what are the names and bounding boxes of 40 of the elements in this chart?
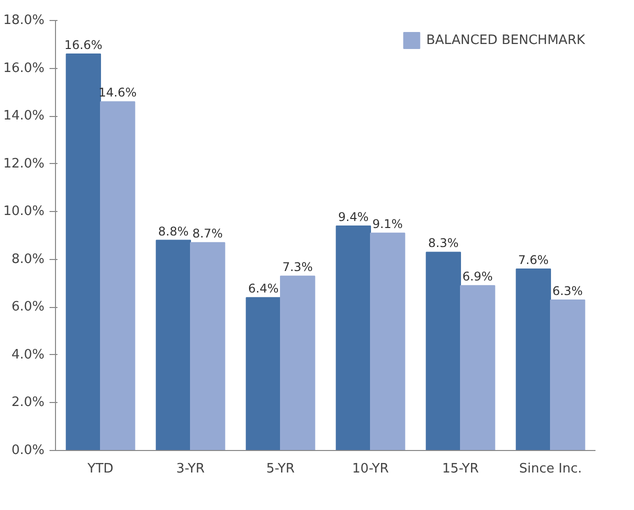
bar: [280, 276, 316, 450]
y-tick-label: 8.0%: [11, 252, 45, 267]
y-tick-label: 14.0%: [3, 108, 45, 124]
bar: [550, 300, 586, 450]
bar: [246, 297, 281, 450]
y-tick-label: 12.0%: [3, 156, 45, 172]
data-label: 6.4%: [248, 282, 279, 296]
x-tick-label: 5-YR: [266, 462, 295, 476]
bar: [156, 240, 191, 450]
bar: [370, 232, 406, 450]
y-tick-label: 18.0%: [3, 13, 45, 28]
bar: [100, 101, 136, 450]
x-tick-label: Since Inc.: [519, 462, 582, 476]
data-label: 16.6%: [64, 38, 102, 52]
x-tick-label: 10-YR: [352, 462, 389, 476]
bar: [336, 225, 371, 450]
y-tick-label: 0.0%: [11, 443, 45, 458]
data-label: 9.1%: [372, 217, 403, 232]
bar: [460, 285, 496, 450]
data-label: 8.3%: [428, 236, 459, 250]
y-tick-label: 6.0%: [11, 300, 45, 315]
y-tick-label: 2.0%: [11, 395, 45, 410]
bar: [516, 268, 551, 450]
data-label: 7.6%: [518, 252, 549, 267]
x-tick-label: 3-YR: [176, 462, 205, 476]
data-label: 8.7%: [192, 226, 223, 241]
x-tick-label: YTD: [86, 462, 114, 476]
legend-label: BALANCED BENCHMARK: [426, 32, 585, 48]
data-label: 7.3%: [282, 260, 313, 274]
data-label: 9.4%: [338, 210, 369, 224]
y-tick-label: 4.0%: [11, 347, 45, 362]
y-tick-label: 16.0%: [3, 60, 45, 76]
y-tick-label: 10.0%: [3, 204, 45, 220]
x-tick-label: 15-YR: [442, 462, 479, 476]
data-label: 6.9%: [462, 270, 493, 284]
bar: [190, 242, 226, 450]
bar: [426, 252, 461, 450]
data-label: 6.3%: [552, 284, 583, 298]
bar: [66, 53, 101, 450]
data-label: 8.8%: [158, 224, 189, 238]
